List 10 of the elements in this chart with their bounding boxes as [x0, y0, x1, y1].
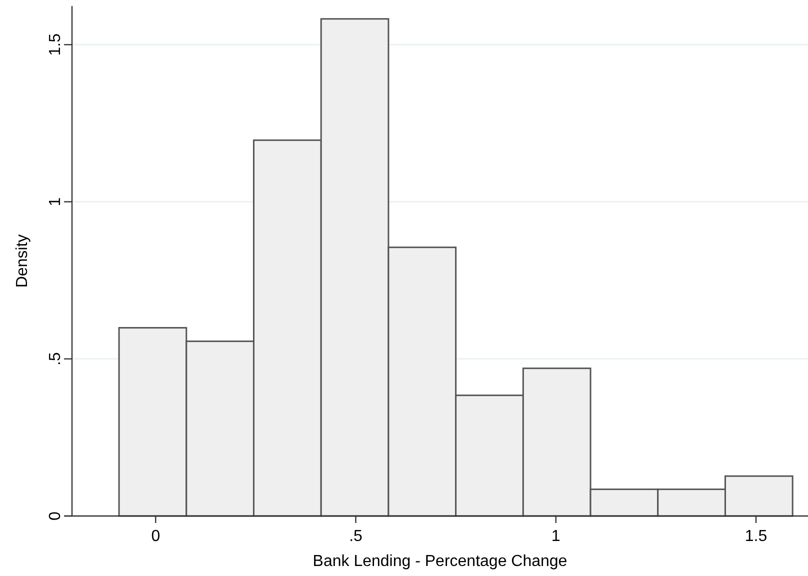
x-tick-label: 1 [551, 528, 560, 545]
y-tick-label: 1.5 [47, 33, 64, 56]
x-tick-label: 1.5 [744, 528, 768, 545]
x-axis-title: Bank Lending - Percentage Change [312, 553, 568, 570]
x-tick-label: .5 [349, 528, 363, 545]
y-tick-label: .5 [47, 352, 64, 366]
y-tick-label: 1 [47, 197, 64, 206]
y-axis-title: Density [14, 234, 31, 288]
x-tick-label: 0 [151, 528, 160, 545]
y-tick-label: 0 [47, 511, 64, 520]
